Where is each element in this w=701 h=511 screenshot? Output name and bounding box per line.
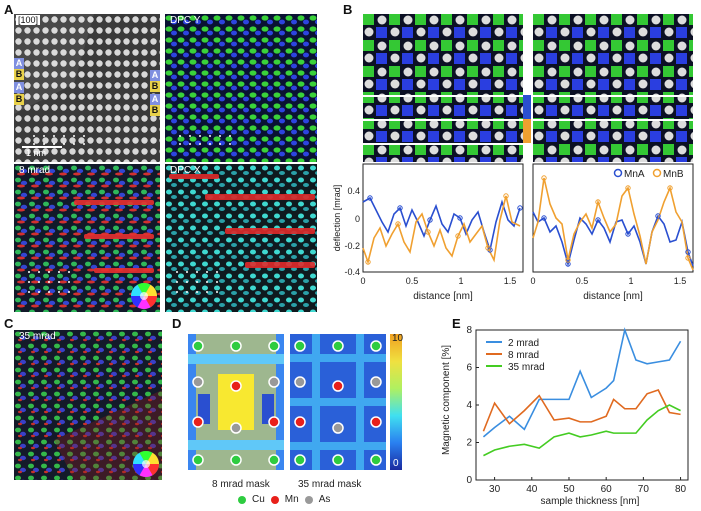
b-xtick-l3: 1.5 xyxy=(504,276,517,286)
layer-tag-a4: A xyxy=(150,94,160,105)
mrad35-image: 35 mrad xyxy=(14,330,162,480)
b-deflection-plots: 0.4 0 -0.2 -0.4 deflection [mrad] 0 0.5 … xyxy=(332,163,694,302)
b-xtick-r2: 1 xyxy=(628,276,633,286)
b-xtick-l1: 0.5 xyxy=(406,276,419,286)
b-xtick-r1: 0.5 xyxy=(576,276,589,286)
b-ytick-0: 0.4 xyxy=(347,186,360,196)
color-wheel-icon xyxy=(130,282,158,310)
colorbar-min: 0 xyxy=(393,458,399,469)
dpc-y-image: DPC Y xyxy=(165,14,317,162)
e-xtick-5: 80 xyxy=(675,484,687,495)
e-series-line-2 xyxy=(483,404,681,457)
legend-cu: Cu xyxy=(252,494,265,505)
mna-line-left xyxy=(362,196,521,254)
b-xtick-r0: 0 xyxy=(530,276,535,286)
e-ytick-1: 2 xyxy=(466,438,472,449)
scale-bar xyxy=(22,146,62,148)
colorbar-max: 10 xyxy=(392,333,404,344)
as-dot-icon xyxy=(304,495,313,504)
e-xlabel: sample thickness [nm] xyxy=(541,496,640,507)
element-legend: Cu Mn As xyxy=(238,494,330,505)
e-legend-label-0: 2 mrad xyxy=(508,338,539,349)
mnb-line-right xyxy=(532,177,694,271)
haadf-image: [100] 1 nm xyxy=(14,14,160,162)
b-xtick-l0: 0 xyxy=(360,276,365,286)
haadf-zone-axis: [100] xyxy=(16,15,41,25)
panel-label-c: C xyxy=(4,316,14,331)
b-map-left xyxy=(363,14,523,162)
mrad8-image: 8 mrad xyxy=(14,164,160,312)
layer-tag-a3: A xyxy=(150,70,160,81)
e-legend-label-2: 35 mrad xyxy=(508,362,545,373)
dpc-y-label: DPC Y xyxy=(170,15,201,26)
b-ytick-1: 0 xyxy=(355,214,360,224)
dpc-x-label: DPC X xyxy=(170,165,201,176)
panel-label-b: B xyxy=(343,2,353,17)
colorbar xyxy=(390,334,402,470)
mask-35mrad xyxy=(290,334,386,470)
color-wheel-icon-c xyxy=(132,450,160,478)
haadf-dots xyxy=(33,135,85,145)
b-ytick-2: -0.2 xyxy=(344,241,360,251)
e-legend-label-1: 8 mrad xyxy=(508,350,539,361)
legend-mn: Mn xyxy=(284,494,299,505)
mna-markers xyxy=(367,195,691,267)
e-series-line-0 xyxy=(482,327,682,438)
legend-mnb: MnB xyxy=(663,169,684,180)
e-xtick-4: 70 xyxy=(638,484,650,495)
legend-mna: MnA xyxy=(624,169,645,180)
mnb-markers xyxy=(365,175,691,265)
layer-tag-b2: B xyxy=(14,94,24,105)
e-ytick-0: 0 xyxy=(466,475,472,486)
legend-mnb-icon xyxy=(652,168,662,178)
e-ytick-2: 4 xyxy=(466,400,472,411)
mask-8-caption: 8 mrad mask xyxy=(212,479,270,490)
mn-dot-icon xyxy=(270,495,279,504)
legend-mna-icon xyxy=(613,168,623,178)
e-xtick-1: 40 xyxy=(526,484,538,495)
e-ylabel: Magnetic component [%] xyxy=(441,345,452,455)
mna-marker xyxy=(523,95,531,119)
e-ytick-4: 8 xyxy=(466,325,472,336)
e-xtick-3: 60 xyxy=(601,484,613,495)
b-plot-left-frame xyxy=(362,163,524,273)
b-ytick-3: -0.4 xyxy=(344,267,360,277)
mrad8-label: 8 mrad xyxy=(19,165,51,176)
e-series-line-1 xyxy=(482,389,681,432)
mask-8mrad xyxy=(188,334,284,470)
e-xtick-0: 30 xyxy=(489,484,501,495)
scale-bar-label: 1 nm xyxy=(26,148,47,158)
layer-tag-b1: B xyxy=(14,69,24,80)
cu-dot-icon xyxy=(238,495,246,504)
b-xtick-r3: 1.5 xyxy=(674,276,687,286)
mask-35-caption: 35 mrad mask xyxy=(298,479,362,490)
panel-label-d: D xyxy=(172,316,182,331)
e-xtick-2: 50 xyxy=(563,484,575,495)
mna-line-right xyxy=(532,211,694,268)
mrad35-label: 35 mrad xyxy=(19,331,56,342)
panel-label-e: E xyxy=(452,316,461,331)
b-plot-right-frame xyxy=(532,163,694,273)
dpc-x-image: DPC X xyxy=(165,164,317,312)
layer-tag-b3: B xyxy=(150,81,160,92)
b-xlabel-left: distance [nm] xyxy=(413,291,473,302)
layer-tag-a1: A xyxy=(14,58,24,69)
b-map-right xyxy=(533,14,693,162)
b-ylabel: deflection [mrad] xyxy=(332,185,342,252)
b-xlabel-right: distance [nm] xyxy=(583,291,643,302)
mnb-line-left xyxy=(362,195,521,265)
mnb-marker xyxy=(523,119,531,143)
b-xtick-l2: 1 xyxy=(458,276,463,286)
legend-as: As xyxy=(318,494,331,505)
e-ytick-3: 6 xyxy=(466,363,472,374)
layer-tag-b4: B xyxy=(150,105,160,116)
layer-tag-a2: A xyxy=(14,82,24,93)
panel-label-a: A xyxy=(4,2,14,17)
